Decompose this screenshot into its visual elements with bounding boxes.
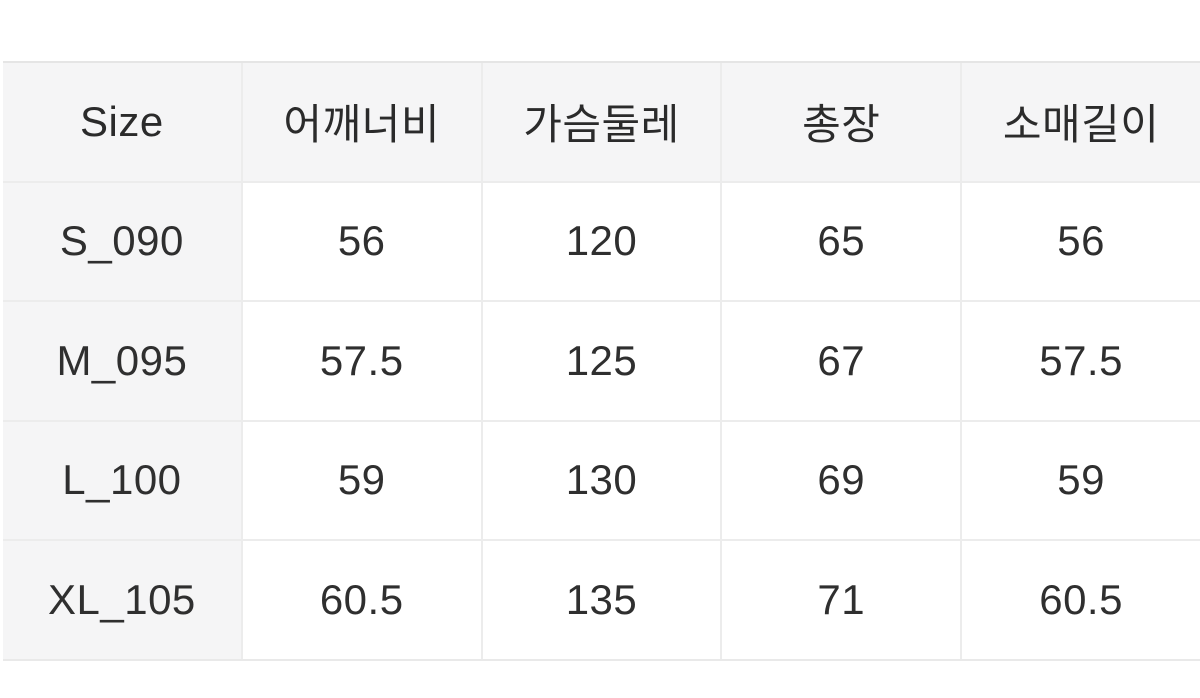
measurement-cell: 69 bbox=[722, 421, 961, 539]
measurement-cell: 65 bbox=[722, 182, 961, 300]
measurement-cell: 130 bbox=[482, 421, 721, 539]
col-header-size: Size bbox=[3, 63, 241, 181]
measurement-cell: 56 bbox=[962, 182, 1200, 300]
measurement-cell: 125 bbox=[482, 302, 721, 420]
size-label-cell: S_090 bbox=[3, 182, 241, 300]
measurement-cell: 57.5 bbox=[242, 302, 481, 420]
measurement-cell: 120 bbox=[482, 182, 721, 300]
size-label-cell: M_095 bbox=[3, 302, 241, 420]
measurement-cell: 67 bbox=[722, 302, 961, 420]
size-label-cell: L_100 bbox=[3, 421, 241, 539]
measurement-cell: 59 bbox=[962, 421, 1200, 539]
measurement-cell: 57.5 bbox=[962, 302, 1200, 420]
measurement-cell: 59 bbox=[242, 421, 481, 539]
size-chart-table: Size 어깨너비 가슴둘레 총장 소매길이 S_090 56 120 65 5… bbox=[3, 61, 1200, 661]
measurement-cell: 60.5 bbox=[962, 541, 1200, 659]
col-header-chest: 가슴둘레 bbox=[482, 63, 721, 181]
measurement-cell: 56 bbox=[242, 182, 481, 300]
col-header-length: 총장 bbox=[722, 63, 961, 181]
measurement-cell: 60.5 bbox=[242, 541, 481, 659]
measurement-cell: 135 bbox=[482, 541, 721, 659]
col-header-shoulder: 어깨너비 bbox=[242, 63, 481, 181]
measurement-cell: 71 bbox=[722, 541, 961, 659]
top-margin bbox=[0, 0, 1200, 61]
size-label-cell: XL_105 bbox=[3, 541, 241, 659]
col-header-sleeve: 소매길이 bbox=[962, 63, 1200, 181]
